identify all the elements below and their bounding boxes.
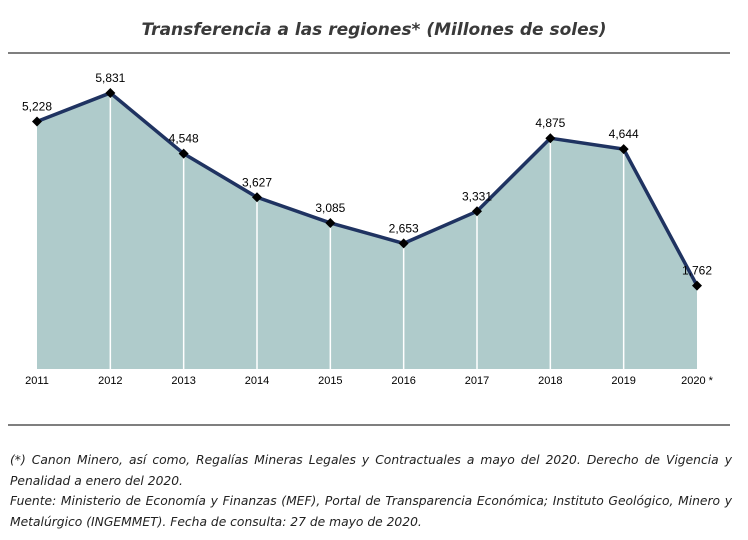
data-label: 2,653 <box>389 221 419 235</box>
data-point <box>105 87 116 98</box>
data-label: 4,875 <box>535 116 565 130</box>
data-point <box>325 217 336 228</box>
data-label: 3,085 <box>315 201 345 215</box>
x-tick-label: 2017 <box>465 375 489 387</box>
data-point <box>178 148 189 159</box>
x-tick-label: 2011 <box>25 375 49 387</box>
data-point <box>472 206 482 217</box>
data-label: 3,331 <box>462 189 492 203</box>
top-divider <box>8 52 730 54</box>
data-point <box>398 238 409 249</box>
data-label: 5,228 <box>22 99 52 113</box>
data-point <box>252 192 262 203</box>
x-tick-label: 2020 * <box>681 375 714 387</box>
area-fill <box>37 92 697 369</box>
data-point <box>545 133 556 144</box>
area-chart: 5,228 5,831 4,548 3,627 3,085 2,653 3,331 4,875… <box>22 71 714 387</box>
data-label: 4,644 <box>609 127 639 141</box>
x-tick-label: 2013 <box>171 375 195 387</box>
data-label: 5,831 <box>95 71 125 85</box>
x-tick-label: 2014 <box>245 375 269 387</box>
data-label: 1,762 <box>682 264 712 278</box>
data-point <box>618 144 629 155</box>
data-label: 3,627 <box>242 175 272 189</box>
x-tick-label: 2016 <box>391 375 415 387</box>
data-point <box>692 280 702 291</box>
footnotes: (*) Canon Minero, así como, Regalías Min… <box>10 450 732 532</box>
x-tick-label: 2015 <box>318 375 342 387</box>
bottom-divider <box>8 424 730 426</box>
footnote-source: Fuente: Ministerio de Economía y Finanza… <box>10 494 732 529</box>
x-tick-label: 2019 <box>611 375 635 387</box>
x-tick-label: 2012 <box>98 375 122 387</box>
data-point <box>32 116 42 127</box>
x-tick-label: 2018 <box>538 375 562 387</box>
data-label: 4,548 <box>169 132 199 146</box>
chart-title: Transferencia a las regiones* (Millones … <box>141 20 607 40</box>
footnote-asterisk: (*) Canon Minero, así como, Regalías Min… <box>10 453 732 488</box>
series-line <box>36 91 699 287</box>
